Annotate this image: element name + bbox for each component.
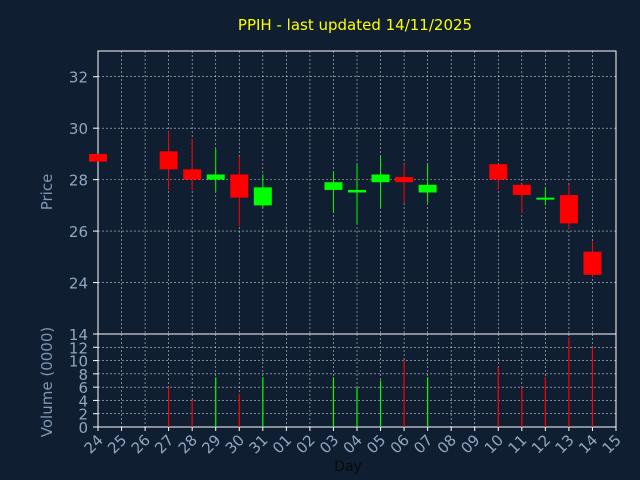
x-tick-label: 09 (457, 431, 483, 457)
candle-body (89, 153, 107, 162)
x-tick-label: 31 (245, 431, 271, 457)
volume-tick-label: 4 (78, 392, 88, 410)
x-tick-label: 14 (575, 431, 601, 457)
x-tick-label: 11 (504, 431, 530, 457)
candle-body (159, 151, 178, 170)
candle-body (395, 177, 414, 183)
candle-body (418, 184, 437, 193)
candle-body (348, 189, 366, 193)
volume-tick-label: 10 (69, 353, 88, 371)
price-tick-label: 30 (69, 120, 88, 138)
x-tick-label: 04 (340, 431, 366, 457)
candle-body (206, 174, 225, 180)
candle-body (536, 197, 555, 200)
volume-tick-label: 6 (78, 379, 88, 397)
volume-axis-label: Volume (0000) (38, 327, 56, 437)
candle-body (230, 174, 249, 198)
candle-body (559, 195, 578, 224)
candle-body (324, 182, 343, 190)
candle-body (253, 187, 272, 206)
candle-body (489, 164, 508, 180)
price-tick-label: 32 (69, 69, 88, 87)
candle-body (583, 251, 602, 275)
x-tick-label: 12 (528, 431, 554, 457)
x-tick-label: 29 (198, 431, 224, 457)
price-tick-label: 28 (69, 172, 88, 190)
price-axis-label: Price (38, 174, 56, 211)
x-tick-label: 01 (269, 431, 295, 457)
volume-tick-label: 14 (69, 326, 88, 344)
x-tick-label: 07 (410, 431, 436, 457)
x-axis-label: Day (334, 459, 362, 475)
x-tick-label: 03 (316, 431, 342, 457)
price-panel: 24 26 28 30 32 (69, 50, 617, 335)
candle-body (183, 169, 202, 180)
x-tick-label: 08 (434, 431, 460, 457)
price-tick-label: 26 (69, 223, 88, 241)
price-tick-label: 24 (69, 275, 88, 293)
candle-body (512, 184, 531, 196)
x-tick-label: 28 (175, 431, 201, 457)
chart-title: PPIH - last updated 14/11/2025 (238, 16, 472, 34)
x-tick-label: 26 (128, 431, 154, 457)
x-axis: 2425262728293031010203040506070809101112… (81, 427, 625, 457)
x-tick-label: 30 (222, 431, 248, 457)
x-tick-label: 10 (481, 431, 507, 457)
x-tick-label: 05 (363, 431, 389, 457)
volume-tick-label: 12 (69, 339, 88, 357)
x-tick-label: 27 (151, 431, 177, 457)
x-tick-label: 25 (104, 431, 130, 457)
x-tick-label: 13 (552, 431, 578, 457)
x-tick-label: 02 (293, 431, 319, 457)
x-tick-label: 15 (599, 431, 625, 457)
candle-body (371, 174, 390, 183)
volume-tick-label: 0 (78, 419, 88, 437)
volume-tick-label: 2 (78, 406, 88, 424)
volume-tick-label: 8 (78, 366, 88, 384)
x-tick-label: 06 (387, 431, 413, 457)
